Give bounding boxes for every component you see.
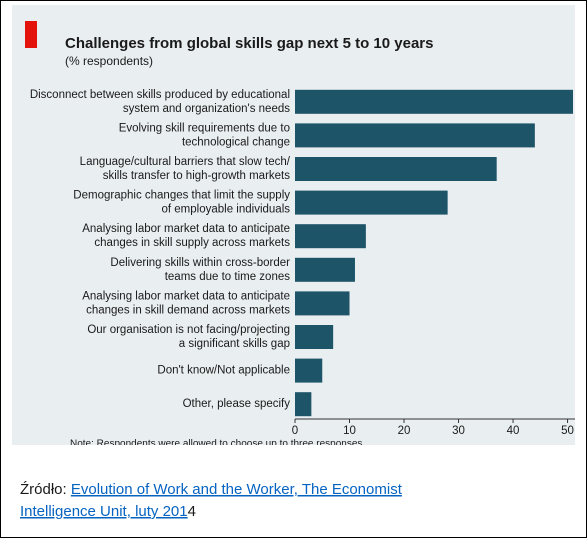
source-prefix: Źródło: [20, 481, 71, 498]
category-label: Disconnect between skills produced by ed… [30, 89, 290, 101]
x-tick-label: 10 [343, 425, 356, 437]
bar [295, 257, 355, 282]
x-tick-label: 50 [561, 425, 574, 437]
category-label: Evolving skill requirements due to [119, 122, 290, 134]
x-tick-label: 40 [507, 425, 520, 437]
chart-background [12, 5, 575, 445]
bar [295, 224, 366, 249]
category-label: Delivering skills within cross-border [110, 257, 290, 269]
x-tick-label: 30 [452, 425, 465, 437]
bar [295, 157, 497, 181]
category-label: changes in skill demand across markets [86, 304, 290, 316]
category-label: Don't know/Not applicable [157, 365, 290, 377]
source: Intelligence Unit, luty 2014 [20, 503, 196, 520]
category-label: Analysing labor market data to anticipat… [82, 223, 290, 235]
bar [295, 392, 312, 417]
category-label: teams due to time zones [165, 271, 291, 283]
note: Note: Respondents were allowed to choose… [70, 439, 365, 450]
bar [295, 123, 535, 148]
category-label: technological change [182, 136, 290, 148]
chart-subtitle: (% respondents) [65, 54, 153, 68]
x-tick-label: 0 [292, 425, 298, 437]
category-label: of employable individuals [162, 204, 291, 216]
category-label: Language/cultural barriers that slow tec… [80, 156, 291, 168]
source: Źródło: Evolution of Work and the Worker… [20, 481, 403, 498]
category-label: Other, please specify [183, 398, 291, 410]
category-label: system and organization's needs [123, 103, 290, 115]
source-link[interactable]: Evolution of Work and the Worker, The Ec… [71, 481, 403, 498]
category-label: changes in skill supply across markets [94, 237, 290, 249]
source-link[interactable]: Intelligence Unit, luty 201 [20, 503, 188, 520]
bar [295, 291, 350, 316]
chart-title: Challenges from global skills gap next 5… [65, 35, 433, 52]
category-label: Analysing labor market data to anticipat… [82, 290, 290, 302]
category-label: a significant skills gap [179, 338, 290, 350]
chart: Challenges from global skills gap next 5… [12, 5, 575, 450]
bar [295, 325, 334, 349]
bar [295, 190, 448, 215]
category-label: Our organisation is not facing/projectin… [87, 324, 290, 336]
brand-mark [25, 21, 37, 48]
bar [295, 358, 323, 383]
category-label: Demographic changes that limit the suppl… [73, 190, 290, 202]
category-label: skills transfer to high-growth markets [103, 170, 291, 182]
bar [295, 89, 573, 114]
x-tick-label: 20 [398, 425, 411, 437]
source-suffix: 4 [188, 503, 196, 520]
